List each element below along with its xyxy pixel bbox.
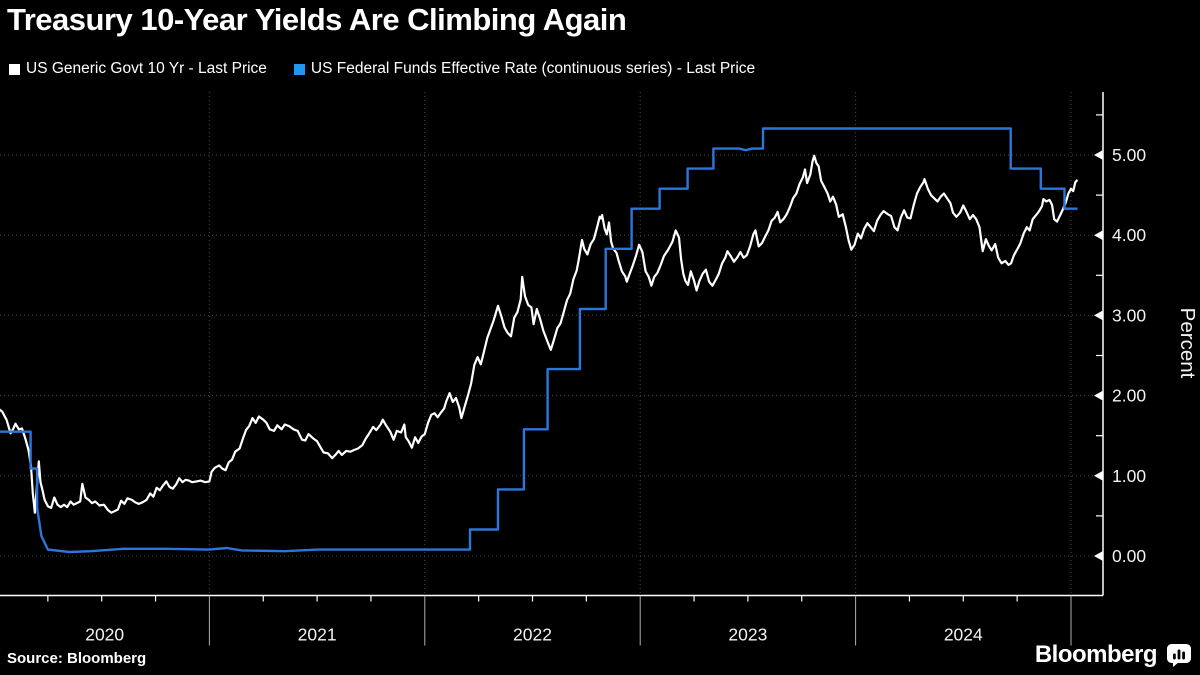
- y-axis-title: Percent: [1176, 308, 1199, 379]
- legend-item-govt-10yr: US Generic Govt 10 Yr - Last Price: [9, 60, 267, 78]
- y-axis-tick-label: 2.00: [1112, 386, 1146, 406]
- legend-label-govt-10yr: US Generic Govt 10 Yr - Last Price: [26, 60, 267, 77]
- bloomberg-wordmark: Bloomberg: [1034, 641, 1158, 668]
- y-major-tick-arrow: [1094, 150, 1103, 160]
- legend-swatch-blue: [293, 63, 305, 75]
- y-axis-tick-label: 4.00: [1112, 225, 1146, 245]
- axes: [0, 92, 1104, 646]
- y-major-tick-arrow: [1094, 310, 1103, 321]
- legend-item-fed-funds: US Federal Funds Effective Rate (continu…: [293, 60, 756, 78]
- chart-legend: US Generic Govt 10 Yr - Last Price US Fe…: [9, 60, 755, 78]
- bar-chart-bubble-icon: [1166, 643, 1192, 667]
- series-line-govt-10yr: [0, 154, 1079, 514]
- y-major-tick-arrow: [1094, 551, 1103, 561]
- x-axis-year-label: 2023: [728, 625, 767, 645]
- y-major-tick-arrow: [1094, 390, 1103, 401]
- legend-swatch-white: [9, 63, 20, 75]
- series-line-fed-funds: [0, 127, 1078, 554]
- y-axis-tick-label: 1.00: [1112, 466, 1146, 486]
- y-major-tick-arrow: [1094, 230, 1103, 241]
- y-axis-tick-label: 5.00: [1112, 145, 1146, 165]
- y-major-tick-arrow: [1094, 470, 1103, 481]
- x-axis-year-label: 2020: [85, 625, 124, 645]
- x-axis-year-label: 2021: [298, 625, 337, 645]
- y-axis-tick-label: 3.00: [1112, 305, 1146, 325]
- chart-title: Treasury 10-Year Yields Are Climbing Aga…: [7, 2, 627, 37]
- x-axis-year-label: 2022: [513, 625, 552, 645]
- bloomberg-logo: Bloomberg: [1035, 641, 1192, 669]
- gridlines: [0, 92, 1103, 596]
- legend-label-fed-funds: US Federal Funds Effective Rate (continu…: [310, 60, 756, 77]
- y-axis-tick-label: 0.00: [1112, 546, 1146, 566]
- x-axis-year-label: 2024: [944, 625, 983, 645]
- series-lines: [0, 127, 1079, 554]
- source-credit: Source: Bloomberg: [7, 650, 147, 667]
- axis-labels: 0.00 1.00 2.00 3.00 4.00 5.00 2020 2021 2022 2023…: [85, 145, 1199, 645]
